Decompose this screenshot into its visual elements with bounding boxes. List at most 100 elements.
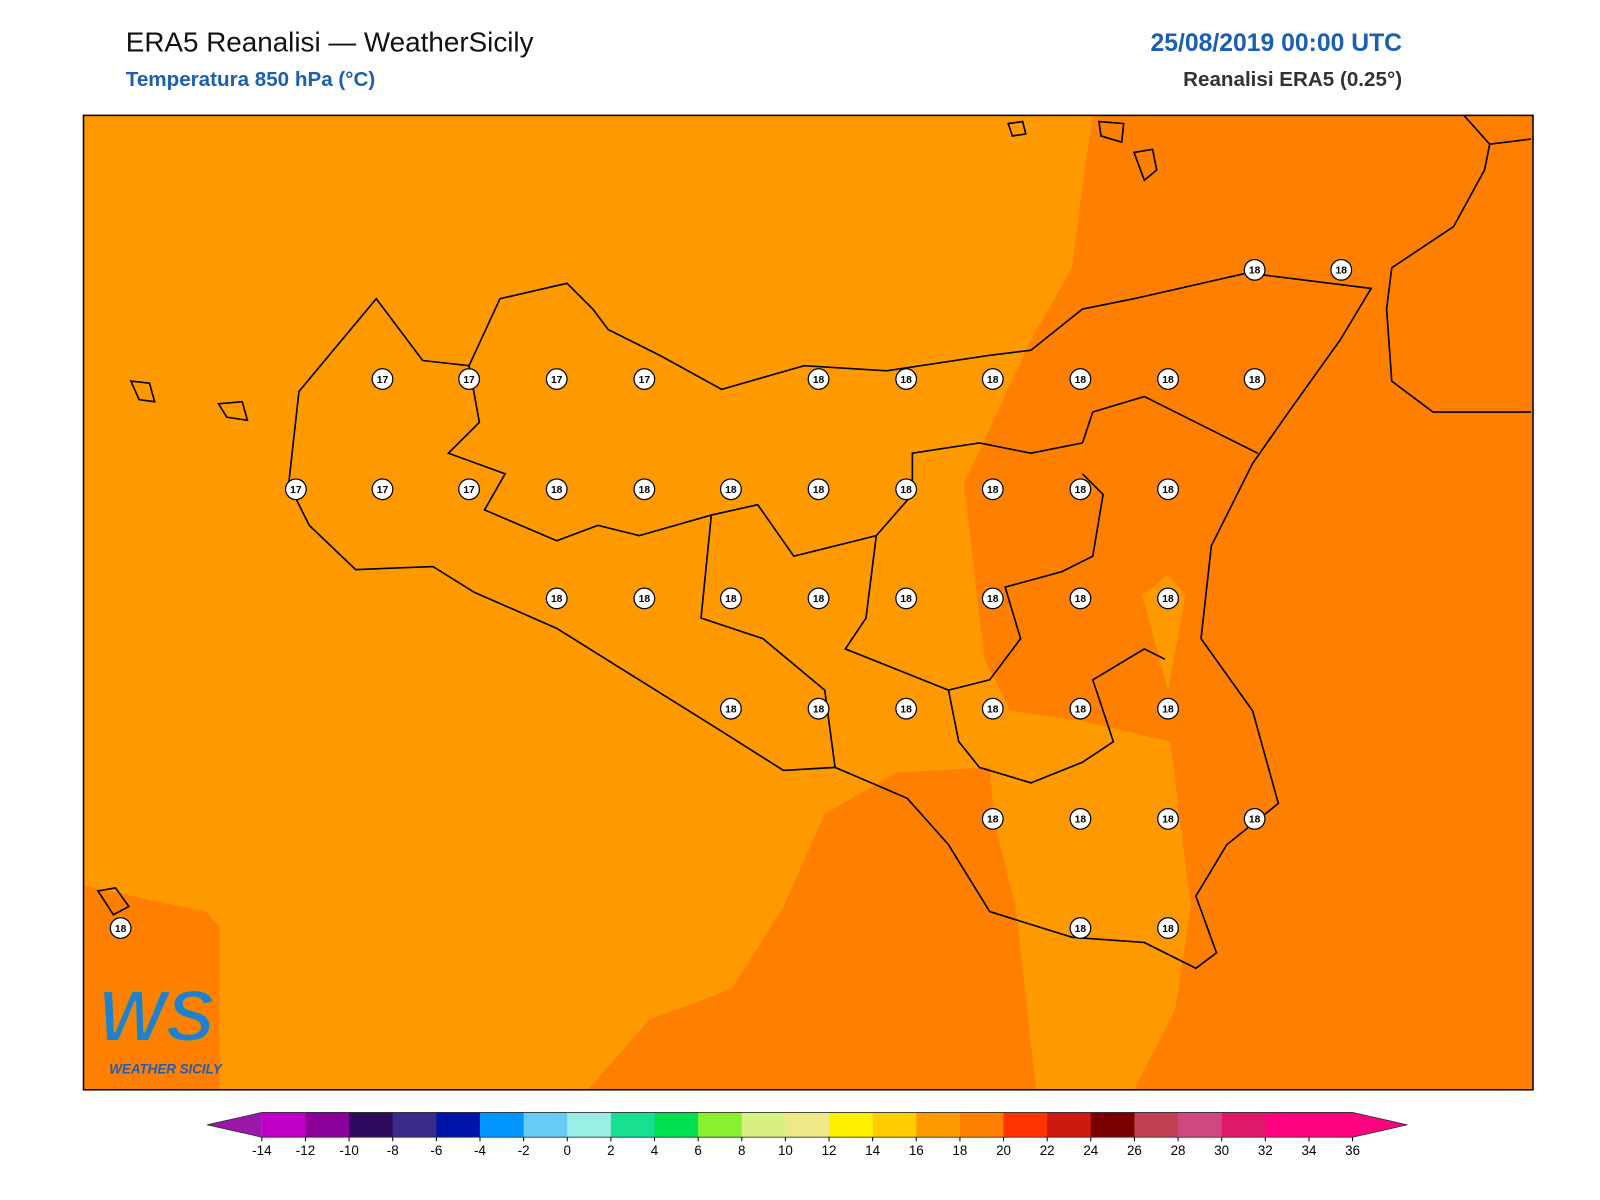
- station-value: 18: [813, 375, 825, 386]
- colorbar-band: [1265, 1112, 1310, 1138]
- colorbar-tick-label: 24: [1083, 1143, 1098, 1158]
- colorbar-band: [305, 1112, 350, 1138]
- station-value: 17: [639, 375, 651, 386]
- station-marker: [981, 478, 1004, 501]
- station-value: 18: [813, 594, 825, 605]
- date: 25/08/2019 00:00 UTC: [1150, 30, 1402, 57]
- station-marker: [1157, 807, 1179, 830]
- colorbar-tick-label: 0: [564, 1143, 571, 1158]
- station-marker: [1069, 478, 1092, 501]
- colorbar-band: [1178, 1112, 1223, 1138]
- station-marker: [371, 478, 394, 501]
- station-marker: [895, 587, 918, 610]
- station-value: 18: [1162, 704, 1174, 715]
- station-marker: [720, 697, 742, 720]
- station-value: 18: [1249, 266, 1261, 277]
- station-marker: [1157, 587, 1179, 610]
- station-value: 18: [1075, 594, 1087, 605]
- colorbar-band: [1090, 1112, 1135, 1138]
- colorbar-band: [1003, 1112, 1048, 1138]
- colorbar-band: [261, 1112, 306, 1138]
- station-marker: [545, 368, 568, 390]
- station-marker: [720, 587, 742, 610]
- station-value: 18: [725, 704, 737, 715]
- station-marker: [371, 368, 394, 390]
- colorbar-band: [567, 1112, 612, 1138]
- station-value: 18: [1249, 815, 1261, 826]
- colorbar-band: [349, 1112, 394, 1138]
- island: [96, 120, 1158, 916]
- station-value: 18: [987, 375, 999, 386]
- colorbar-tick-label: 30: [1214, 1143, 1229, 1158]
- subtitle: Temperatura 850 hPa (°C): [126, 68, 375, 91]
- colorbar-band: [916, 1112, 961, 1138]
- station-value: 18: [1336, 266, 1348, 277]
- station-marker: [633, 478, 656, 501]
- station-value: 18: [987, 594, 999, 605]
- colorbar-tick-label: 22: [1040, 1143, 1055, 1158]
- station-value: 17: [463, 375, 475, 386]
- colorbar-tick-label: 14: [865, 1143, 880, 1158]
- station-value: 18: [1075, 485, 1087, 496]
- colorbar-tick-label: -6: [430, 1143, 442, 1158]
- logo-name: WEATHER SICILY: [109, 1062, 223, 1077]
- station-marker: [109, 917, 132, 939]
- colorbar-band: [1134, 1112, 1179, 1138]
- station-value: 18: [1075, 375, 1087, 386]
- map-frame: [82, 114, 1534, 1091]
- station-value: 18: [1162, 815, 1174, 826]
- coastline: [1385, 114, 1532, 413]
- colorbar-band: [1221, 1112, 1266, 1138]
- station-value: 18: [987, 704, 999, 715]
- colorbar-tick-label: 36: [1345, 1143, 1360, 1158]
- station-value: 17: [290, 485, 302, 496]
- map: [82, 114, 1534, 1091]
- station-value: 18: [115, 924, 127, 935]
- colorbar-tick-label: 16: [909, 1143, 924, 1158]
- colorbar-band: [654, 1112, 699, 1138]
- colorbar-tick-label: 34: [1302, 1143, 1317, 1158]
- province-border: [446, 365, 1259, 784]
- station-marker: [633, 368, 656, 390]
- station-marker: [981, 697, 1004, 720]
- colorbar-tick-label: 26: [1127, 1143, 1142, 1158]
- station-value: 18: [1075, 815, 1087, 826]
- coastline: [287, 272, 1373, 970]
- station-marker: [1243, 258, 1266, 281]
- station-marker: [1157, 478, 1179, 501]
- station-marker: [1330, 258, 1353, 281]
- colorbar-band: [829, 1112, 874, 1138]
- colorbar-tick-label: 12: [822, 1143, 837, 1158]
- colorbar-tick-label: 6: [694, 1143, 701, 1158]
- station-marker: [1157, 368, 1179, 390]
- station-value: 18: [900, 375, 912, 386]
- colorbar-tick-label: 8: [738, 1143, 745, 1158]
- colorbar-band: [1047, 1112, 1092, 1138]
- colorbar-band: [785, 1112, 830, 1138]
- colorbar-over: [1352, 1112, 1408, 1138]
- colorbar-tick-label: 2: [607, 1143, 614, 1158]
- stations: 18 18 17 17 17 17 18 18 18 18 18 18 17 17 17 18 18 18 18 18…: [109, 258, 1353, 939]
- station-marker: [1157, 917, 1179, 939]
- station-value: 18: [987, 485, 999, 496]
- station-value: 18: [551, 485, 563, 496]
- source: Reanalisi ERA5 (0.25°): [1183, 68, 1402, 91]
- station-value: 18: [1162, 924, 1174, 935]
- colorbar-band: [392, 1112, 437, 1138]
- station-marker: [720, 478, 742, 501]
- station-value: 18: [1075, 924, 1087, 935]
- station-value: 18: [900, 485, 912, 496]
- colorbar-tick-label: 32: [1258, 1143, 1273, 1158]
- station-value: 18: [1162, 594, 1174, 605]
- station-marker: [633, 587, 656, 610]
- station-marker: [545, 478, 568, 501]
- colorbar-tick-label: 28: [1171, 1143, 1186, 1158]
- station-marker: [895, 368, 918, 390]
- station-value: 18: [551, 594, 563, 605]
- station-marker: [1069, 697, 1092, 720]
- station-value: 18: [1075, 704, 1087, 715]
- station-marker: [1069, 368, 1092, 390]
- station-value: 17: [463, 485, 475, 496]
- colorbar-tick-label: -8: [387, 1143, 399, 1158]
